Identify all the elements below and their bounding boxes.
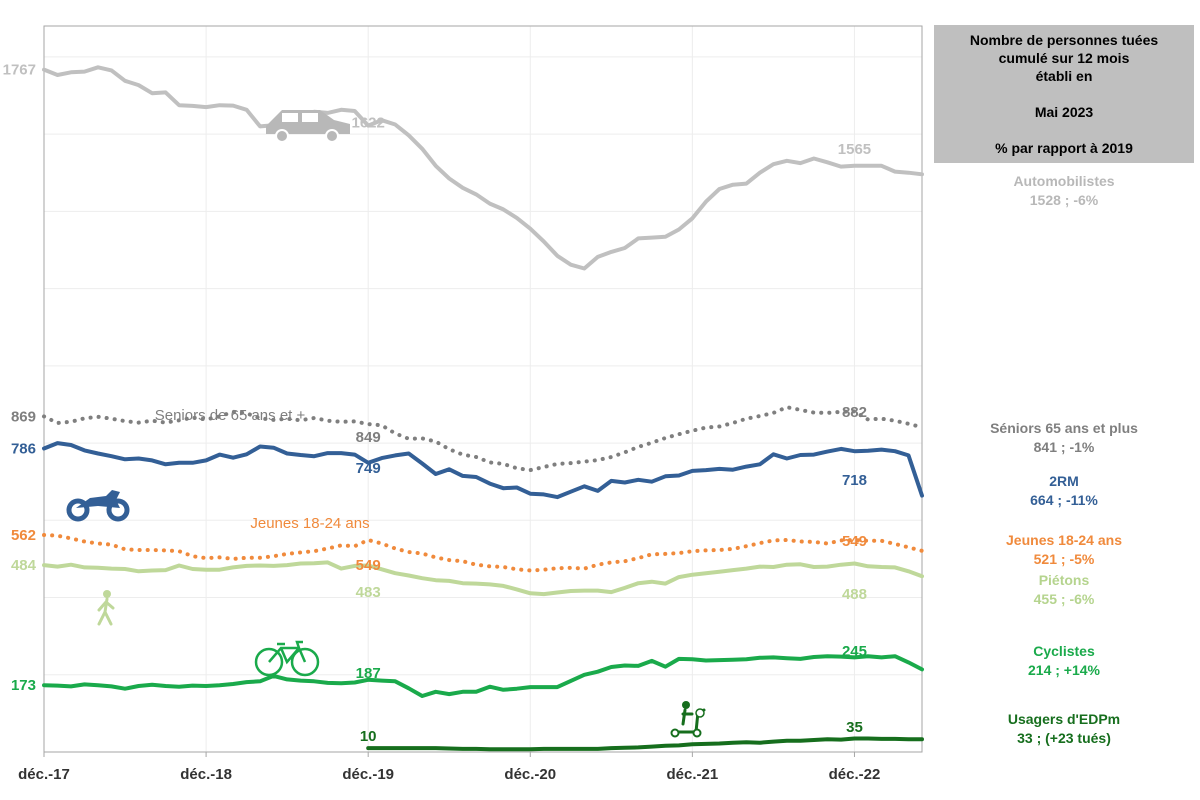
data-label-rm2: 718 xyxy=(842,472,867,489)
chart: déc.-17 déc.-18 déc.-19 déc.-20 déc.-21 déc.-… xyxy=(3,25,924,783)
data-label-rm2: 749 xyxy=(356,460,381,477)
data-label-jeunes: 549 xyxy=(842,533,867,550)
legend-name: Jeunes 18-24 ans xyxy=(1006,532,1122,548)
legend-value: 521 ; -5% xyxy=(1033,551,1095,567)
legend-value: 455 ; -6% xyxy=(1033,591,1095,607)
x-tick-label: déc.-21 xyxy=(667,766,719,783)
data-label-cyclistes: 187 xyxy=(356,665,381,682)
annotation-seniors: Seniors de 65 ans et + xyxy=(155,407,306,424)
legend-name: Usagers d'EDPm xyxy=(1007,711,1121,727)
legend-name: Automobilistes xyxy=(1013,173,1115,189)
legend-edpm: Usagers d'EDPm 33 ; (+23 tués) xyxy=(934,710,1194,748)
plot-frame xyxy=(43,25,923,753)
data-label-edpm: 35 xyxy=(846,719,863,736)
data-label-seniors: 849 xyxy=(356,429,381,446)
scooter-icon xyxy=(670,701,706,738)
series-line-pietons xyxy=(42,560,924,597)
axes: déc.-17 déc.-18 déc.-19 déc.-20 déc.-21 déc.-… xyxy=(18,25,923,783)
series-line-cyclistes xyxy=(42,654,924,698)
legend-value: 33 ; (+23 tués) xyxy=(1017,730,1111,746)
data-label-cyclistes: 173 xyxy=(11,677,36,694)
x-tick-label: déc.-17 xyxy=(18,766,70,783)
legend-name: Piétons xyxy=(1038,572,1090,588)
legend-seniors: Séniors 65 ans et plus 841 ; -1% xyxy=(934,419,1194,457)
legend-2rm: 2RM 664 ; -11% xyxy=(934,472,1194,510)
info-line-title: Nombre de personnes tuées xyxy=(969,32,1159,48)
bicycle-icon xyxy=(254,640,320,677)
data-label-seniors: 882 xyxy=(842,404,867,421)
series-lines xyxy=(42,65,924,752)
info-line-blank-2 xyxy=(934,121,1194,139)
legend-auto: Automobilistes 1528 ; -6% xyxy=(934,172,1194,210)
legend-name: 2RM xyxy=(1049,473,1079,489)
info-line-blank xyxy=(934,85,1194,103)
legend-cyclistes: Cyclistes 214 ; +14% xyxy=(934,642,1194,680)
pedestrian-icon xyxy=(97,590,115,626)
info-line-cumul: cumulé sur 12 mois xyxy=(998,50,1130,66)
info-line-percent: % par rapport à 2019 xyxy=(995,140,1133,156)
legend-value: 841 ; -1% xyxy=(1033,439,1095,455)
legend-value: 1528 ; -6% xyxy=(1029,192,1099,208)
data-label-auto: 1565 xyxy=(838,141,871,158)
data-labels: 1767 1622 1565 869 849 882 786 749 718 562 549 549 4… xyxy=(3,62,872,745)
series-line-rm2 xyxy=(42,441,924,500)
data-label-auto: 1622 xyxy=(351,115,384,132)
data-label-pietons: 488 xyxy=(842,586,867,603)
legend-name: Séniors 65 ans et plus xyxy=(990,420,1138,436)
data-label-jeunes: 562 xyxy=(11,527,36,544)
x-tick-label: déc.-18 xyxy=(180,766,232,783)
series-line-seniors xyxy=(42,405,924,473)
info-period: Mai 2023 xyxy=(1034,104,1094,120)
data-label-jeunes: 549 xyxy=(356,557,381,574)
x-tick-label: déc.-19 xyxy=(342,766,394,783)
data-label-pietons: 484 xyxy=(11,557,37,574)
data-label-cyclistes: 245 xyxy=(842,643,867,660)
x-tick-label: déc.-20 xyxy=(504,766,556,783)
x-tick-label: déc.-22 xyxy=(829,766,881,783)
info-box: Nombre de personnes tuées cumulé sur 12 … xyxy=(934,25,1194,163)
series-line-jeunes xyxy=(42,533,924,573)
data-label-rm2: 786 xyxy=(11,440,36,457)
series-line-edpm xyxy=(366,736,924,752)
data-label-pietons: 483 xyxy=(356,584,381,601)
legend-value: 214 ; +14% xyxy=(1028,662,1100,678)
motorbike-icon xyxy=(66,490,130,522)
info-line-etabli: établi en xyxy=(1035,68,1093,84)
data-label-seniors: 869 xyxy=(11,408,36,425)
legend-value: 664 ; -11% xyxy=(1030,492,1098,508)
legend-name: Cyclistes xyxy=(1033,643,1095,659)
series-line-auto xyxy=(42,65,924,271)
annotation-jeunes: Jeunes 18-24 ans xyxy=(250,515,369,532)
gridlines xyxy=(44,26,922,752)
legend-jeunes: Jeunes 18-24 ans 521 ; -5% xyxy=(934,531,1194,569)
data-label-auto: 1767 xyxy=(3,62,36,79)
legend-pietons: Piétons 455 ; -6% xyxy=(934,571,1194,609)
car-icon xyxy=(266,110,350,143)
data-label-edpm: 10 xyxy=(360,728,377,745)
